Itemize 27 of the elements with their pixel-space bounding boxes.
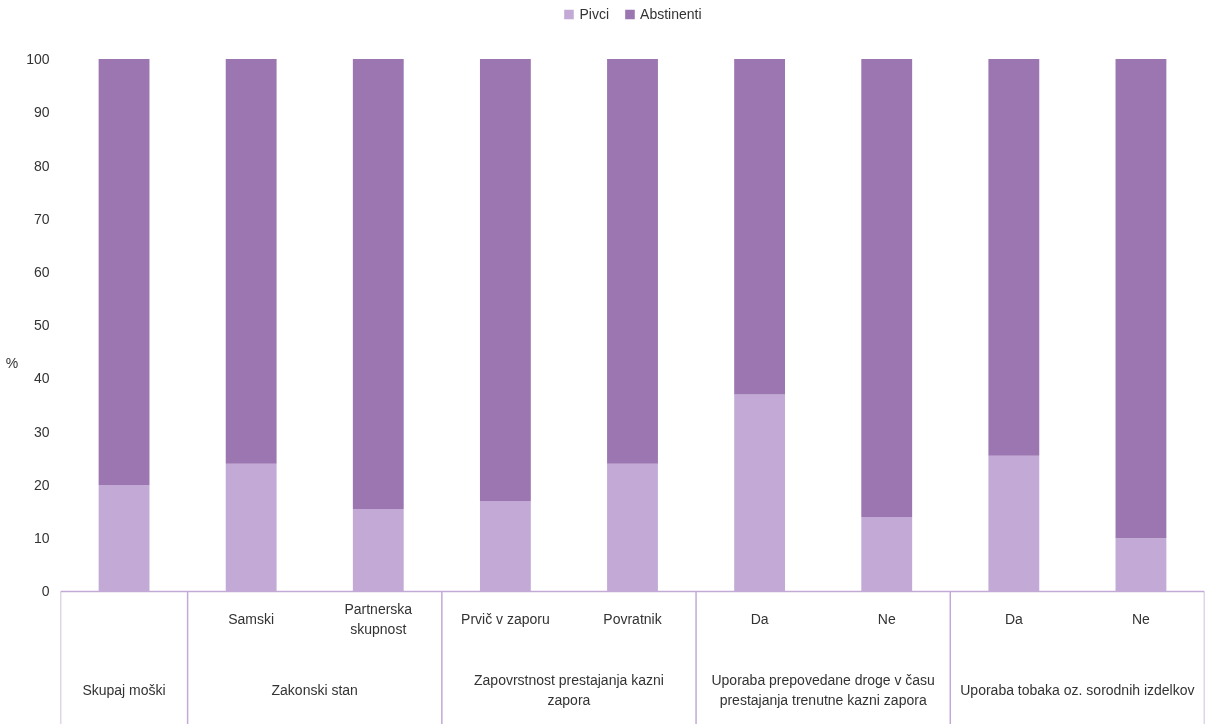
x-tick-label: Samski <box>228 611 275 628</box>
y-tick-label: 30 <box>33 423 50 440</box>
x-tick-label: Prvič v zaporu <box>461 611 550 628</box>
legend-label: Abstinenti <box>640 6 702 22</box>
x-tick-label: Da <box>1004 611 1023 628</box>
x-tick-label: Partnerska skupnost <box>344 601 413 638</box>
text: Zakonski stan <box>271 681 358 698</box>
y-tick-label: 100 <box>26 51 50 68</box>
y-tick-label: 50 <box>33 317 50 334</box>
y-tick-label: 90 <box>33 104 50 121</box>
y-tick-label: 10 <box>33 530 50 547</box>
x-tick-label: Ne <box>877 611 896 628</box>
text: Uporaba tobaka oz. sorodnih izdelkov <box>960 681 1195 698</box>
y-tick-label: 80 <box>33 157 50 174</box>
text: Skupaj moški <box>82 681 166 698</box>
y-tick-label: 20 <box>33 476 50 493</box>
y-tick-label: 0 <box>41 583 50 600</box>
legend-label: Pivci <box>579 6 610 22</box>
y-tick-label: 70 <box>33 210 50 227</box>
y-tick-label: 40 <box>33 370 50 387</box>
y-tick-label: 60 <box>33 264 50 280</box>
text: Zapovrstnost prestajanja kazni zapora <box>474 671 664 708</box>
text: Uporaba prepovedane droge v času prestajanja trenutne kazni zapora <box>711 671 935 708</box>
y-axis-title: % <box>5 354 19 371</box>
x-tick-label: Ne <box>1132 611 1151 628</box>
x-tick-label: Povratnik <box>603 611 663 628</box>
x-tick-label: Da <box>750 611 769 628</box>
